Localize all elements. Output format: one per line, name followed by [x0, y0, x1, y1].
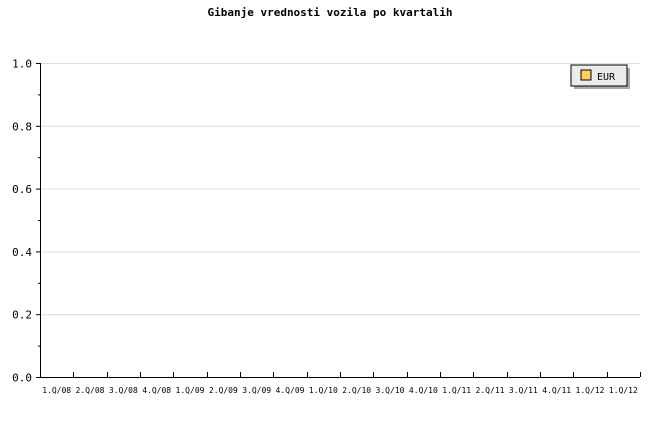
- x-tick-label: 1.Q/09: [176, 386, 205, 395]
- legend-label-eur: EUR: [597, 72, 616, 83]
- x-tick-label: 1.Q/11: [442, 386, 471, 395]
- x-tick-label: 1.Q/12: [576, 386, 605, 395]
- legend-swatch-eur: [580, 69, 592, 81]
- y-tick-label: 0.6: [12, 183, 32, 196]
- y-tick-label: 0.2: [12, 309, 32, 322]
- y-tick-label: 1.0: [12, 58, 32, 71]
- x-tick-labels: 1.Q/08 2.Q/08 3.Q/08 4.Q/08 1.Q/09 2.Q/09 3.Q/…: [42, 386, 638, 395]
- x-tick-label: 4.Q/10: [409, 386, 438, 395]
- x-tick-label: 4.Q/11: [542, 386, 571, 395]
- grid: [40, 63, 640, 316]
- y-tick-label: 0.4: [12, 246, 32, 259]
- x-tick-label: 1.Q/08: [42, 386, 71, 395]
- y-tick-label: 0.0: [12, 372, 32, 385]
- x-tick-label: 4.Q/09: [276, 386, 305, 395]
- x-tick-label: 1.Q/10: [309, 386, 338, 395]
- x-tick-label: 2.Q/08: [76, 386, 105, 395]
- y-tick-label: 0.8: [12, 120, 32, 133]
- x-tick-label: 4.Q/08: [142, 386, 171, 395]
- x-tick-label: 2.Q/09: [209, 386, 238, 395]
- chart-title: Gibanje vrednosti vozila po kvartalih: [207, 6, 452, 19]
- x-tick-label: 3.Q/08: [109, 386, 138, 395]
- y-tick-labels: 0.0 0.2 0.4 0.6 0.8 1.0: [12, 58, 32, 385]
- x-tick-label: 3.Q/10: [376, 386, 405, 395]
- x-tick-label: 1.Q/12: [609, 386, 638, 395]
- x-tick-label: 2.Q/11: [476, 386, 505, 395]
- axes: [36, 63, 641, 378]
- x-tick-label: 3.Q/09: [242, 386, 271, 395]
- x-tick-label: 2.Q/10: [342, 386, 371, 395]
- legend: EUR: [570, 64, 630, 89]
- x-tick-label: 3.Q/11: [509, 386, 538, 395]
